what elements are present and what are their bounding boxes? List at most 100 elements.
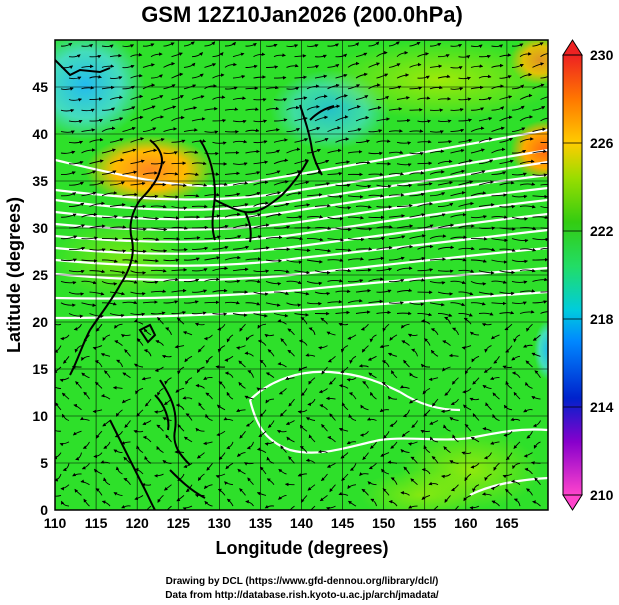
wind-vector: [511, 105, 525, 111]
wind-vector: [163, 195, 179, 199]
wind-vector: [294, 138, 309, 143]
wind-vector: [150, 74, 163, 79]
wind-vector: [431, 456, 439, 464]
wind-vector: [376, 310, 392, 315]
wind-vector: [150, 289, 167, 293]
wind-vector: [325, 396, 336, 401]
wind-vector: [224, 300, 240, 305]
wind-vector: [215, 473, 226, 479]
wind-vector: [245, 86, 259, 90]
wind-vector: [519, 72, 532, 79]
wind-vector: [280, 445, 287, 453]
wind-vector: [286, 63, 299, 68]
wind-vector: [103, 441, 111, 449]
wind-vector: [253, 313, 268, 318]
wind-vector: [417, 96, 431, 100]
wind-vector: [102, 420, 111, 427]
wind-vector: [409, 108, 423, 112]
wind-vector: [417, 268, 434, 272]
wind-vector: [452, 377, 459, 385]
wind-vector: [306, 193, 323, 197]
wind-vector: [361, 488, 369, 496]
wind-vector: [470, 85, 484, 90]
wind-vector: [458, 76, 471, 81]
wind-vector: [429, 420, 439, 425]
wind-vector: [212, 266, 229, 272]
wind-vector: [458, 201, 474, 207]
x-tick-label: 120: [125, 515, 149, 531]
wind-vector: [379, 408, 390, 413]
wind-vector: [490, 484, 500, 491]
wind-vector: [236, 452, 246, 457]
x-tick-label: 125: [167, 515, 191, 531]
wind-vector: [204, 151, 219, 156]
wind-vector: [503, 430, 513, 438]
wind-vector: [245, 128, 260, 133]
wind-vector: [217, 323, 226, 331]
wind-vector: [150, 95, 164, 100]
wind-vector: [175, 387, 185, 393]
wind-vector: [523, 452, 533, 458]
wind-vector: [232, 96, 246, 100]
wind-vector: [396, 224, 414, 229]
wind-vector: [482, 426, 492, 432]
wind-vector: [347, 149, 363, 154]
wind-vector: [327, 435, 336, 443]
y-tick-label: 20: [32, 314, 48, 330]
wind-vector: [511, 149, 527, 154]
wind-vector: [417, 119, 432, 124]
wind-vector: [161, 354, 172, 359]
wind-vector: [109, 181, 125, 186]
colorbar-bottom-triangle: [562, 494, 583, 511]
colorbar-tick-label: 218: [590, 311, 614, 327]
wind-vector: [318, 388, 328, 394]
wind-vector: [224, 62, 237, 68]
cool-region-east-edge: [534, 320, 548, 380]
wind-vector: [478, 116, 493, 122]
wind-vector: [294, 116, 308, 122]
wind-vector: [144, 505, 152, 510]
wind-vector: [320, 317, 328, 325]
wind-vector: [379, 344, 390, 349]
wind-vector: [429, 192, 446, 197]
wind-vector: [191, 73, 204, 79]
wind-vector: [60, 213, 77, 218]
wind-vector: [165, 327, 172, 336]
wind-vector: [122, 215, 139, 219]
wind-vector: [130, 73, 143, 79]
wind-vector: [396, 266, 413, 272]
wind-vector: [191, 161, 207, 166]
wind-vector: [519, 182, 536, 186]
wind-vector: [327, 258, 344, 262]
wind-vector: [144, 398, 152, 407]
wind-vector: [245, 149, 260, 154]
wind-vector: [401, 430, 410, 438]
wind-vector: [203, 376, 213, 380]
wind-vector: [368, 299, 384, 304]
wind-vector: [511, 280, 528, 284]
wind-vector: [265, 149, 281, 154]
wind-vector: [137, 338, 144, 346]
wind-vector: [368, 256, 385, 261]
wind-vector: [305, 353, 316, 357]
wind-vector: [245, 42, 257, 47]
wind-vector: [109, 95, 123, 100]
wind-vector: [297, 409, 308, 414]
wind-vector: [401, 323, 410, 329]
wind-vector: [534, 477, 541, 485]
wind-vector: [183, 41, 195, 47]
wind-vector: [327, 299, 343, 304]
wind-vector: [396, 311, 412, 316]
wind-vector: [163, 105, 177, 111]
wind-vector: [212, 52, 224, 58]
wind-vector: [294, 270, 311, 275]
wind-vector: [60, 150, 76, 155]
wind-vector: [73, 403, 82, 411]
wind-vector: [112, 385, 123, 390]
wind-vector: [388, 214, 405, 218]
wind-vector: [355, 184, 372, 189]
wind-vector: [490, 441, 500, 445]
wind-vector: [511, 63, 524, 68]
wind-vector: [182, 505, 193, 510]
wind-vector: [232, 267, 249, 272]
